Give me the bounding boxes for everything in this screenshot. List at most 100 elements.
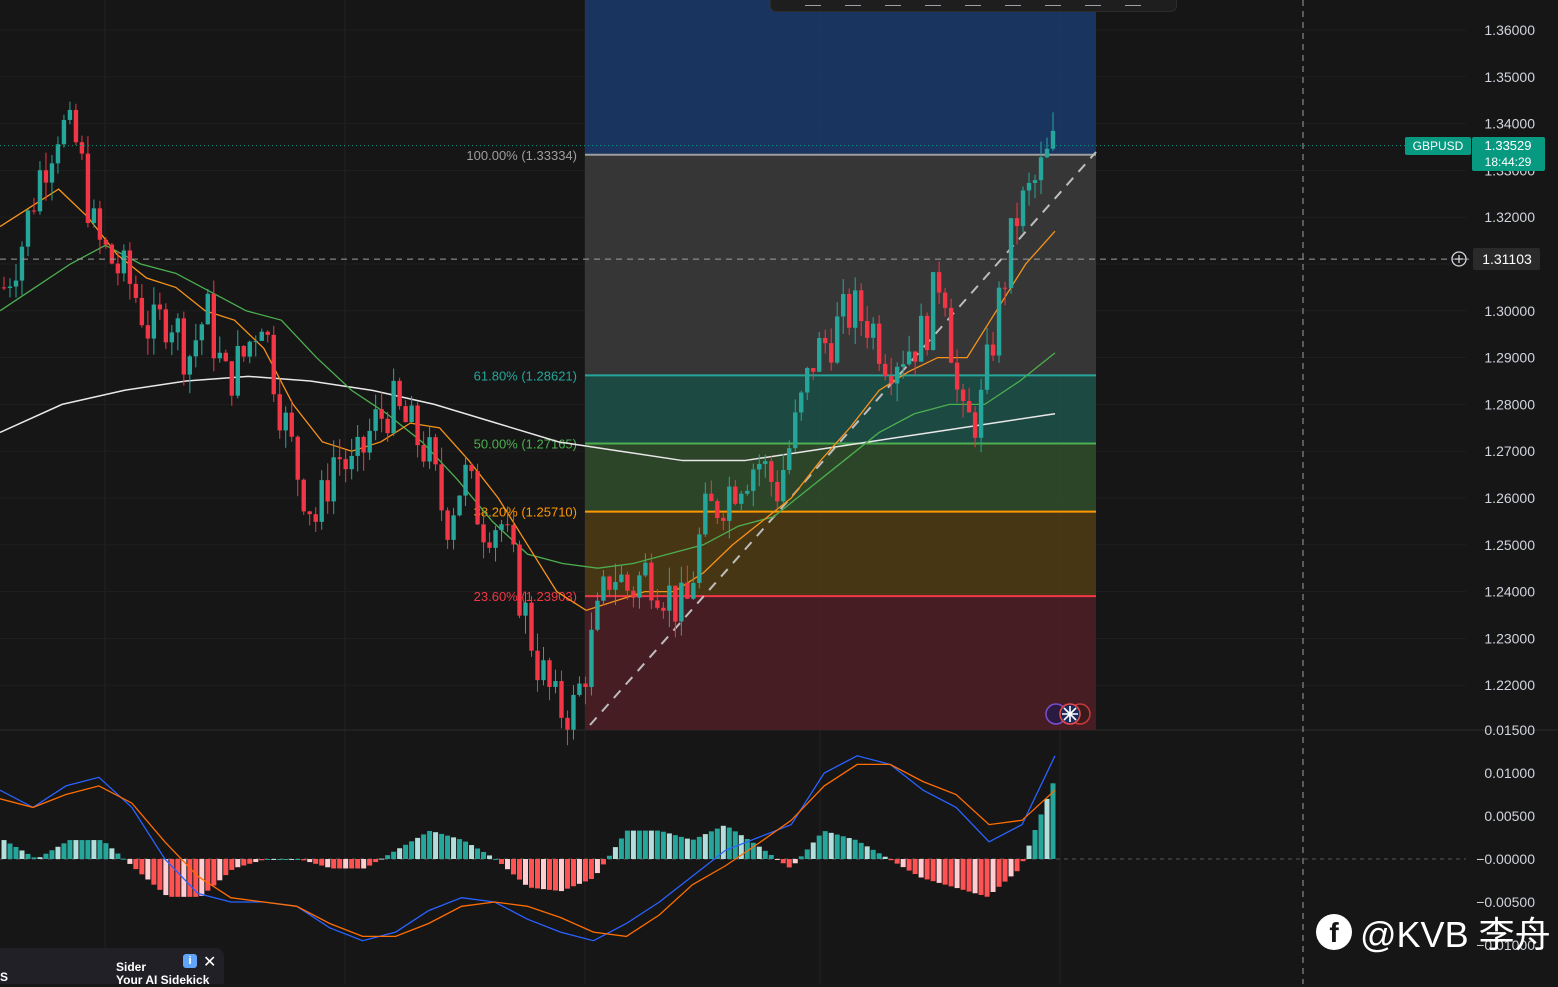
candle-body bbox=[391, 380, 396, 434]
macd-histogram-bar bbox=[295, 859, 301, 860]
line-icon[interactable] bbox=[885, 0, 901, 6]
macd-histogram-bar bbox=[930, 859, 936, 882]
macd-histogram-bar bbox=[445, 835, 451, 859]
macd-histogram-bar bbox=[145, 859, 151, 880]
candle-body bbox=[157, 304, 163, 310]
macd-histogram-bar bbox=[367, 859, 373, 866]
candle-body bbox=[211, 293, 217, 359]
candle-body bbox=[373, 409, 378, 431]
ma-slow-line bbox=[0, 375, 1056, 462]
macd-histogram-bar bbox=[684, 838, 690, 859]
trend-icon[interactable] bbox=[925, 0, 941, 6]
macd-histogram-bar bbox=[301, 859, 307, 861]
macd-histogram-bar bbox=[421, 834, 427, 859]
macd-histogram-bar bbox=[481, 851, 487, 859]
candle-body bbox=[547, 660, 552, 687]
candle-body bbox=[127, 250, 133, 284]
macd-histogram-bar bbox=[702, 834, 708, 859]
macd-histogram-bar bbox=[1050, 783, 1056, 859]
macd-histogram-bar bbox=[337, 859, 343, 869]
close-icon[interactable]: ✕ bbox=[203, 954, 217, 971]
macd-histogram-bar bbox=[13, 846, 19, 859]
facebook-icon: f bbox=[1316, 914, 1352, 950]
ray-icon[interactable] bbox=[965, 0, 981, 6]
macd-histogram-bar bbox=[624, 830, 630, 859]
candle-body bbox=[511, 524, 516, 545]
add-alert-icon[interactable] bbox=[1451, 251, 1467, 267]
candle-body bbox=[553, 681, 558, 687]
candle-body bbox=[942, 292, 948, 308]
candle-body bbox=[769, 461, 774, 482]
macd-histogram-bar bbox=[774, 859, 780, 860]
fibonacci-retracement[interactable]: 100.00% (1.33334) 61.80% (1.28621) 50.00% … bbox=[466, 0, 1097, 730]
plus-icon bbox=[1455, 255, 1463, 263]
macd-histogram-bar bbox=[948, 859, 954, 887]
macd-histogram-bar bbox=[259, 859, 265, 861]
macd-histogram-bar bbox=[355, 859, 361, 869]
macd-histogram-bar bbox=[115, 853, 121, 859]
price-tick-label: 1.35000 bbox=[1484, 69, 1535, 85]
macd-histogram-bar bbox=[73, 840, 79, 859]
candle-body bbox=[343, 459, 348, 470]
macd-histogram-bar bbox=[361, 859, 367, 869]
macd-histogram-bar bbox=[175, 859, 181, 897]
macd-histogram-bar bbox=[43, 853, 49, 859]
candle-body bbox=[906, 351, 912, 365]
candle-body bbox=[781, 470, 786, 502]
ruler-icon[interactable] bbox=[1045, 0, 1061, 6]
macd-histogram-bar bbox=[1, 840, 7, 859]
candle-body bbox=[649, 562, 654, 601]
macd-histogram-bar bbox=[499, 859, 505, 865]
macd-histogram-bar bbox=[319, 859, 325, 866]
macd-histogram-bar bbox=[882, 856, 888, 859]
macd-histogram-bar bbox=[31, 857, 37, 859]
macd-histogram-bar bbox=[732, 831, 738, 859]
macd-histogram-bar bbox=[61, 843, 67, 859]
drawing-toolbar[interactable] bbox=[770, 0, 1177, 12]
macd-histogram-bar bbox=[1032, 830, 1038, 859]
candle-body bbox=[870, 323, 876, 338]
macd-histogram-bar bbox=[211, 859, 217, 886]
candle-body bbox=[1020, 190, 1026, 227]
candle-body bbox=[661, 607, 666, 611]
price-tags: GBPUSD 1.33529 18:44:29 1.31103 bbox=[1405, 137, 1545, 270]
info-icon[interactable]: i bbox=[183, 954, 197, 968]
macd-histogram-bar bbox=[283, 859, 289, 860]
macd-histogram-bar bbox=[546, 859, 552, 890]
macd-histogram-bar bbox=[618, 838, 624, 859]
candle-body bbox=[936, 272, 942, 293]
macd-histogram-bar bbox=[912, 859, 918, 875]
macd-histogram-bar bbox=[523, 859, 529, 885]
macd-histogram-bar bbox=[798, 856, 804, 859]
macd-histogram-bar bbox=[564, 859, 570, 889]
macd-histogram-bar bbox=[529, 859, 534, 888]
event-icons[interactable] bbox=[1045, 703, 1091, 725]
anchor-icon[interactable] bbox=[1005, 0, 1021, 6]
bars-icon[interactable] bbox=[1125, 0, 1141, 6]
macd-histogram-bar bbox=[229, 859, 235, 870]
candle-body bbox=[655, 600, 660, 608]
car-icon[interactable] bbox=[845, 0, 861, 6]
candle-body bbox=[313, 514, 318, 522]
candle-body bbox=[481, 524, 486, 543]
macd-histogram-bar bbox=[517, 859, 523, 880]
crosshair bbox=[0, 0, 1470, 984]
candle-body bbox=[631, 590, 636, 598]
macd-histogram-bar bbox=[534, 859, 540, 889]
macd-histogram-bar bbox=[55, 846, 61, 859]
candle-body bbox=[697, 534, 702, 583]
measure-icon[interactable] bbox=[1085, 0, 1101, 6]
macd-histogram-bar bbox=[151, 859, 157, 885]
macd-histogram-bar bbox=[822, 831, 828, 859]
macd-histogram-bar bbox=[570, 859, 576, 887]
price-tick-label: 1.34000 bbox=[1484, 116, 1535, 132]
symbol-tag bbox=[1405, 137, 1471, 155]
macd-histogram-bar bbox=[960, 859, 966, 890]
candle-body bbox=[49, 163, 55, 183]
candle-body bbox=[829, 343, 834, 363]
candle-body bbox=[900, 364, 906, 367]
sider-popup[interactable]: S Sider Your AI Sidekick i ✕ bbox=[0, 948, 224, 987]
candle-body bbox=[115, 263, 121, 274]
brush-icon[interactable] bbox=[805, 0, 821, 6]
